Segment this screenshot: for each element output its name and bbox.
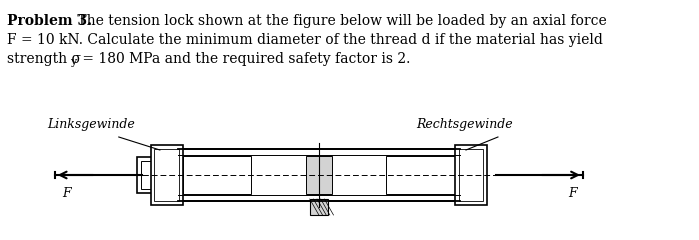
Text: The tension lock shown at the figure below will be loaded by an axial force: The tension lock shown at the figure bel… — [73, 14, 607, 28]
Bar — [182, 156, 251, 194]
Bar — [306, 156, 331, 194]
Bar — [459, 149, 483, 201]
Bar — [387, 156, 455, 194]
Text: strength σ: strength σ — [7, 52, 81, 66]
Bar — [310, 199, 328, 215]
Text: Linksgewinde: Linksgewinde — [48, 118, 136, 131]
Text: = 180 MPa and the required safety factor is 2.: = 180 MPa and the required safety factor… — [78, 52, 410, 66]
Bar — [151, 145, 182, 205]
Bar — [140, 161, 175, 189]
Text: F: F — [568, 187, 577, 200]
Bar — [154, 149, 179, 201]
Text: F: F — [62, 187, 71, 200]
Bar — [137, 157, 178, 193]
Bar — [178, 149, 459, 201]
Text: y: y — [71, 57, 77, 67]
Text: F = 10 kN. Calculate the minimum diameter of the thread d if the material has yi: F = 10 kN. Calculate the minimum diamete… — [7, 33, 603, 47]
Text: Rechtsgewinde: Rechtsgewinde — [416, 118, 512, 131]
Text: Problem 3.: Problem 3. — [7, 14, 92, 28]
Bar — [455, 145, 487, 205]
